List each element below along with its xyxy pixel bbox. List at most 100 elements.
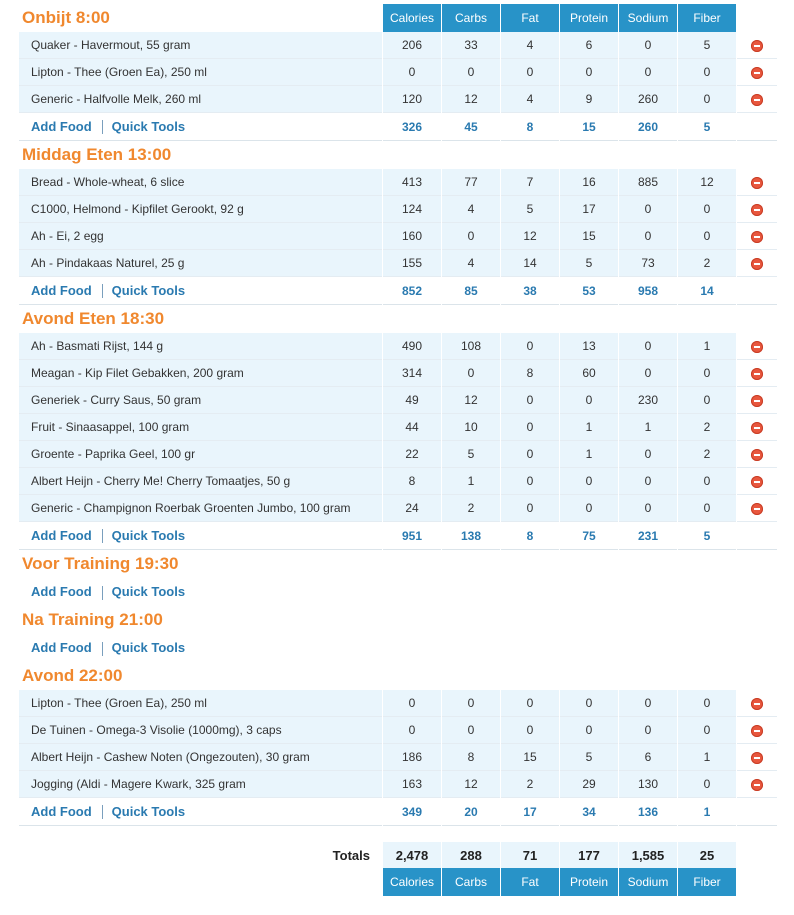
delete-circle-icon[interactable]	[751, 66, 763, 79]
food-row: Albert Heijn - Cashew Noten (Ongezouten)…	[19, 744, 777, 771]
delete-cell	[737, 387, 777, 414]
delete-circle-icon[interactable]	[751, 230, 763, 243]
food-name[interactable]: Lipton - Thee (Groen Ea), 250 ml	[19, 690, 382, 717]
food-row: Lipton - Thee (Groen Ea), 250 ml 0 0 0 0 0 0	[19, 690, 777, 717]
food-row: Quaker - Havermout, 55 gram 206 33 4 6 0 5	[19, 32, 777, 59]
food-carbs: 12	[442, 771, 500, 798]
delete-circle-icon[interactable]	[751, 257, 763, 270]
meal-header-row: Onbijt 8:00 Calories Carbs Fat Protein Sodium…	[19, 4, 777, 32]
food-name[interactable]: Generic - Halfvolle Melk, 260 ml	[19, 86, 382, 113]
meal-title: Onbijt 8:00	[22, 8, 110, 27]
food-name[interactable]: Quaker - Havermout, 55 gram	[19, 32, 382, 59]
delete-circle-icon[interactable]	[751, 448, 763, 461]
meal-total-carbs: 45	[442, 113, 500, 141]
food-name[interactable]: Generiek - Curry Saus, 50 gram	[19, 387, 382, 414]
food-name[interactable]: Albert Heijn - Cherry Me! Cherry Tomaatj…	[19, 468, 382, 495]
meal-total-carbs: 20	[442, 798, 500, 826]
delete-circle-icon[interactable]	[751, 502, 763, 515]
quick-tools-link[interactable]: Quick Tools	[111, 640, 186, 656]
quick-tools-link[interactable]: Quick Tools	[111, 584, 186, 600]
delete-circle-icon[interactable]	[751, 778, 763, 791]
delete-cell	[737, 468, 777, 495]
food-name[interactable]: De Tuinen - Omega-3 Visolie (1000mg), 3 …	[19, 717, 382, 744]
food-sodium: 0	[619, 59, 677, 86]
delete-circle-icon[interactable]	[751, 697, 763, 710]
food-calories: 8	[383, 468, 441, 495]
grand-total-sodium: 1,585	[619, 842, 677, 868]
food-protein: 15	[560, 223, 618, 250]
food-fiber: 0	[678, 196, 736, 223]
meal-title: Avond Eten 18:30	[22, 309, 165, 328]
grand-total-calories: 2,478	[383, 842, 441, 868]
food-sodium: 0	[619, 468, 677, 495]
food-carbs: 1	[442, 468, 500, 495]
meal-total-fat: 8	[501, 522, 559, 550]
delete-circle-icon[interactable]	[751, 176, 763, 189]
link-separator	[101, 641, 103, 656]
food-fiber: 0	[678, 223, 736, 250]
food-name[interactable]: Groente - Paprika Geel, 100 gr	[19, 441, 382, 468]
delete-circle-icon[interactable]	[751, 367, 763, 380]
add-food-link[interactable]: Add Food	[31, 527, 92, 543]
food-sodium: 1	[619, 414, 677, 441]
link-separator	[101, 529, 103, 544]
add-food-link[interactable]: Add Food	[31, 803, 92, 819]
food-protein: 0	[560, 468, 618, 495]
delete-circle-icon[interactable]	[751, 421, 763, 434]
delete-circle-icon[interactable]	[751, 751, 763, 764]
delete-circle-icon[interactable]	[751, 203, 763, 216]
food-name[interactable]: Fruit - Sinaasappel, 100 gram	[19, 414, 382, 441]
food-fiber: 1	[678, 333, 736, 360]
quick-tools-link[interactable]: Quick Tools	[111, 118, 186, 134]
add-food-link[interactable]: Add Food	[31, 640, 92, 656]
food-name[interactable]: Bread - Whole-wheat, 6 slice	[19, 169, 382, 196]
meal-links: Add Food Quick Tools	[19, 277, 382, 305]
delete-circle-icon[interactable]	[751, 475, 763, 488]
food-fiber: 0	[678, 690, 736, 717]
column-header-protein: Protein	[560, 4, 618, 32]
food-fat: 0	[501, 495, 559, 522]
meal-links: Add Food Quick Tools	[19, 798, 382, 826]
quick-tools-link[interactable]: Quick Tools	[111, 527, 186, 543]
delete-circle-icon[interactable]	[751, 724, 763, 737]
food-sodium: 130	[619, 771, 677, 798]
delete-circle-icon[interactable]	[751, 39, 763, 52]
food-fat: 8	[501, 360, 559, 387]
meal-total-sodium: 231	[619, 522, 677, 550]
add-food-link[interactable]: Add Food	[31, 282, 92, 298]
footer-header-calories: Calories	[383, 868, 441, 896]
food-fiber: 1	[678, 744, 736, 771]
food-name[interactable]: Ah - Ei, 2 egg	[19, 223, 382, 250]
add-food-link[interactable]: Add Food	[31, 118, 92, 134]
food-sodium: 0	[619, 196, 677, 223]
food-name[interactable]: C1000, Helmond - Kipfilet Gerookt, 92 g	[19, 196, 382, 223]
food-name[interactable]: Jogging (Aldi - Magere Kwark, 325 gram	[19, 771, 382, 798]
delete-circle-icon[interactable]	[751, 93, 763, 106]
food-name[interactable]: Meagan - Kip Filet Gebakken, 200 gram	[19, 360, 382, 387]
food-name[interactable]: Lipton - Thee (Groen Ea), 250 ml	[19, 59, 382, 86]
food-carbs: 0	[442, 360, 500, 387]
food-name[interactable]: Ah - Pindakaas Naturel, 25 g	[19, 250, 382, 277]
food-fiber: 0	[678, 495, 736, 522]
food-protein: 17	[560, 196, 618, 223]
food-sodium: 885	[619, 169, 677, 196]
food-fat: 15	[501, 744, 559, 771]
food-name[interactable]: Albert Heijn - Cashew Noten (Ongezouten)…	[19, 744, 382, 771]
food-calories: 163	[383, 771, 441, 798]
quick-tools-link[interactable]: Quick Tools	[111, 803, 186, 819]
grand-total-fiber: 25	[678, 842, 736, 868]
food-fat: 7	[501, 169, 559, 196]
food-calories: 413	[383, 169, 441, 196]
delete-circle-icon[interactable]	[751, 340, 763, 353]
food-carbs: 0	[442, 223, 500, 250]
food-fat: 4	[501, 32, 559, 59]
food-carbs: 2	[442, 495, 500, 522]
food-sodium: 0	[619, 32, 677, 59]
delete-circle-icon[interactable]	[751, 394, 763, 407]
food-name[interactable]: Ah - Basmati Rijst, 144 g	[19, 333, 382, 360]
meal-links: Add Food Quick Tools	[19, 578, 382, 606]
food-row: Meagan - Kip Filet Gebakken, 200 gram 314…	[19, 360, 777, 387]
quick-tools-link[interactable]: Quick Tools	[111, 282, 186, 298]
food-name[interactable]: Generic - Champignon Roerbak Groenten Ju…	[19, 495, 382, 522]
add-food-link[interactable]: Add Food	[31, 584, 92, 600]
